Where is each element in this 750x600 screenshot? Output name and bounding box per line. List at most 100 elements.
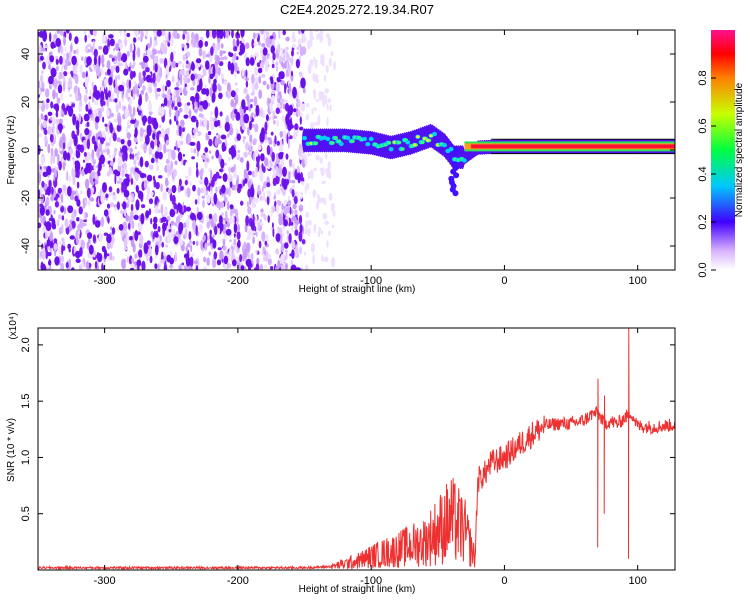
spectrogram-cell <box>184 187 188 197</box>
spectrogram-cell <box>73 151 76 157</box>
spectrogram-cell <box>145 210 150 219</box>
spectrogram-cell <box>165 148 170 153</box>
spectrogram-cell <box>220 158 225 169</box>
spectrogram-cell <box>245 258 252 268</box>
spectrogram-cell <box>221 212 225 216</box>
spectrogram-cell <box>237 239 241 248</box>
spectrogram-cell <box>88 49 93 53</box>
spectrogram-cell <box>106 203 111 209</box>
spectrogram-cell <box>93 249 96 258</box>
spectrogram-cell <box>282 30 286 36</box>
spectrogram-cell <box>93 164 97 171</box>
spectrogram-cell <box>100 192 105 204</box>
spectrogram-cell <box>234 244 238 252</box>
spectrogram-cell <box>182 205 187 213</box>
spectrogram-cell <box>322 212 328 220</box>
spectrogram-cell <box>45 88 50 98</box>
spectrogram-cell <box>42 30 48 42</box>
spectrogram-cell <box>257 145 262 151</box>
spectrogram-cell <box>137 191 144 200</box>
spectrogram-cell <box>45 221 52 232</box>
spectrogram-x-tick-label: 0 <box>501 275 507 287</box>
spectrogram-cell <box>324 74 327 82</box>
spectrogram-cell <box>173 50 176 55</box>
spectrogram-cell <box>53 197 58 201</box>
spectrogram-cell <box>111 92 115 101</box>
spectrogram-cell <box>148 111 153 116</box>
spectrogram-cell <box>326 167 331 179</box>
spectrogram-cell <box>309 169 314 179</box>
spectrogram-cell <box>41 180 45 188</box>
spectrogram-cell <box>128 222 131 230</box>
spectrogram-cell <box>208 150 212 154</box>
spectrogram-cell <box>141 204 146 209</box>
spectrogram-cell <box>146 253 149 262</box>
spectrogram-cell <box>93 109 97 115</box>
spectrogram-cell <box>101 106 105 112</box>
spectrogram-cell <box>95 66 101 76</box>
spectrogram-cell <box>185 63 190 69</box>
spectrogram-cell <box>294 229 299 237</box>
spectrogram-cell <box>154 233 159 238</box>
spectrogram-cell <box>276 140 281 146</box>
spectrogram-cell <box>266 195 270 206</box>
spectrogram-cell <box>287 199 292 207</box>
spectrogram-cell <box>262 80 267 86</box>
spectrogram-cell <box>108 208 112 219</box>
spectrogram-cell <box>326 103 329 111</box>
spectrogram-cell <box>271 205 276 214</box>
spectrogram-cell <box>269 35 274 40</box>
spectrogram-cell <box>100 137 106 142</box>
spectrogram-cell <box>110 113 114 118</box>
spectrogram-cell <box>67 186 72 197</box>
spectrogram-cell <box>168 31 171 41</box>
spectrogram-cell <box>134 209 138 216</box>
spectrogram-cell <box>223 255 229 265</box>
spectrogram-cell <box>294 191 299 198</box>
spectrogram-cell <box>285 36 290 42</box>
spectrogram-cell <box>60 193 64 204</box>
spectrogram-cell <box>286 205 290 214</box>
spectrogram-cell <box>148 100 152 106</box>
spectrogram-cell <box>257 221 261 228</box>
spectrogram-cell <box>98 55 101 67</box>
spectrogram-cell <box>321 254 324 262</box>
spectrogram-cell <box>217 175 222 179</box>
spectrogram-cell <box>214 120 219 128</box>
spectrogram-cell <box>229 239 232 243</box>
spectrogram-cell <box>172 92 174 102</box>
spectrogram-cell <box>249 98 254 103</box>
spectrogram-cell <box>264 255 269 262</box>
spectrogram-cell <box>73 73 77 77</box>
spectrogram-cell <box>244 266 247 270</box>
spectrogram-cell <box>81 168 85 177</box>
spectrogram-cell <box>68 175 72 183</box>
spectrogram-cell <box>246 93 249 103</box>
spectrogram-cell <box>95 116 100 123</box>
spectrogram-cell <box>291 249 295 259</box>
spectrogram-cell <box>150 157 155 164</box>
spectrogram-cell <box>297 38 302 46</box>
spectrogram-cell <box>318 226 322 233</box>
spectrogram-cell <box>138 222 143 232</box>
spectrogram-cell <box>181 63 185 69</box>
spectrogram-cell <box>182 30 188 35</box>
spectrogram-cell <box>135 184 139 193</box>
spectrogram-trace-core <box>416 135 420 139</box>
spectrogram-cell <box>252 236 255 245</box>
spectrogram-cell <box>196 84 201 92</box>
spectrogram-cell <box>221 50 226 54</box>
spectrogram-cell <box>275 203 280 214</box>
spectrogram-cell <box>146 174 153 182</box>
spectrogram-y-tick-label: -20 <box>20 190 32 206</box>
spectrogram-cell <box>187 102 191 106</box>
spectrogram-cell <box>84 34 87 43</box>
spectrogram-cell <box>85 198 88 206</box>
spectrogram-cell <box>305 220 308 231</box>
spectrogram-cell <box>247 180 252 189</box>
spectrogram-cell <box>201 88 208 95</box>
spectrogram-cell <box>235 82 238 86</box>
spectrogram-cell <box>307 152 312 157</box>
spectrogram-cell <box>228 52 234 58</box>
spectrogram-cell <box>64 46 67 52</box>
